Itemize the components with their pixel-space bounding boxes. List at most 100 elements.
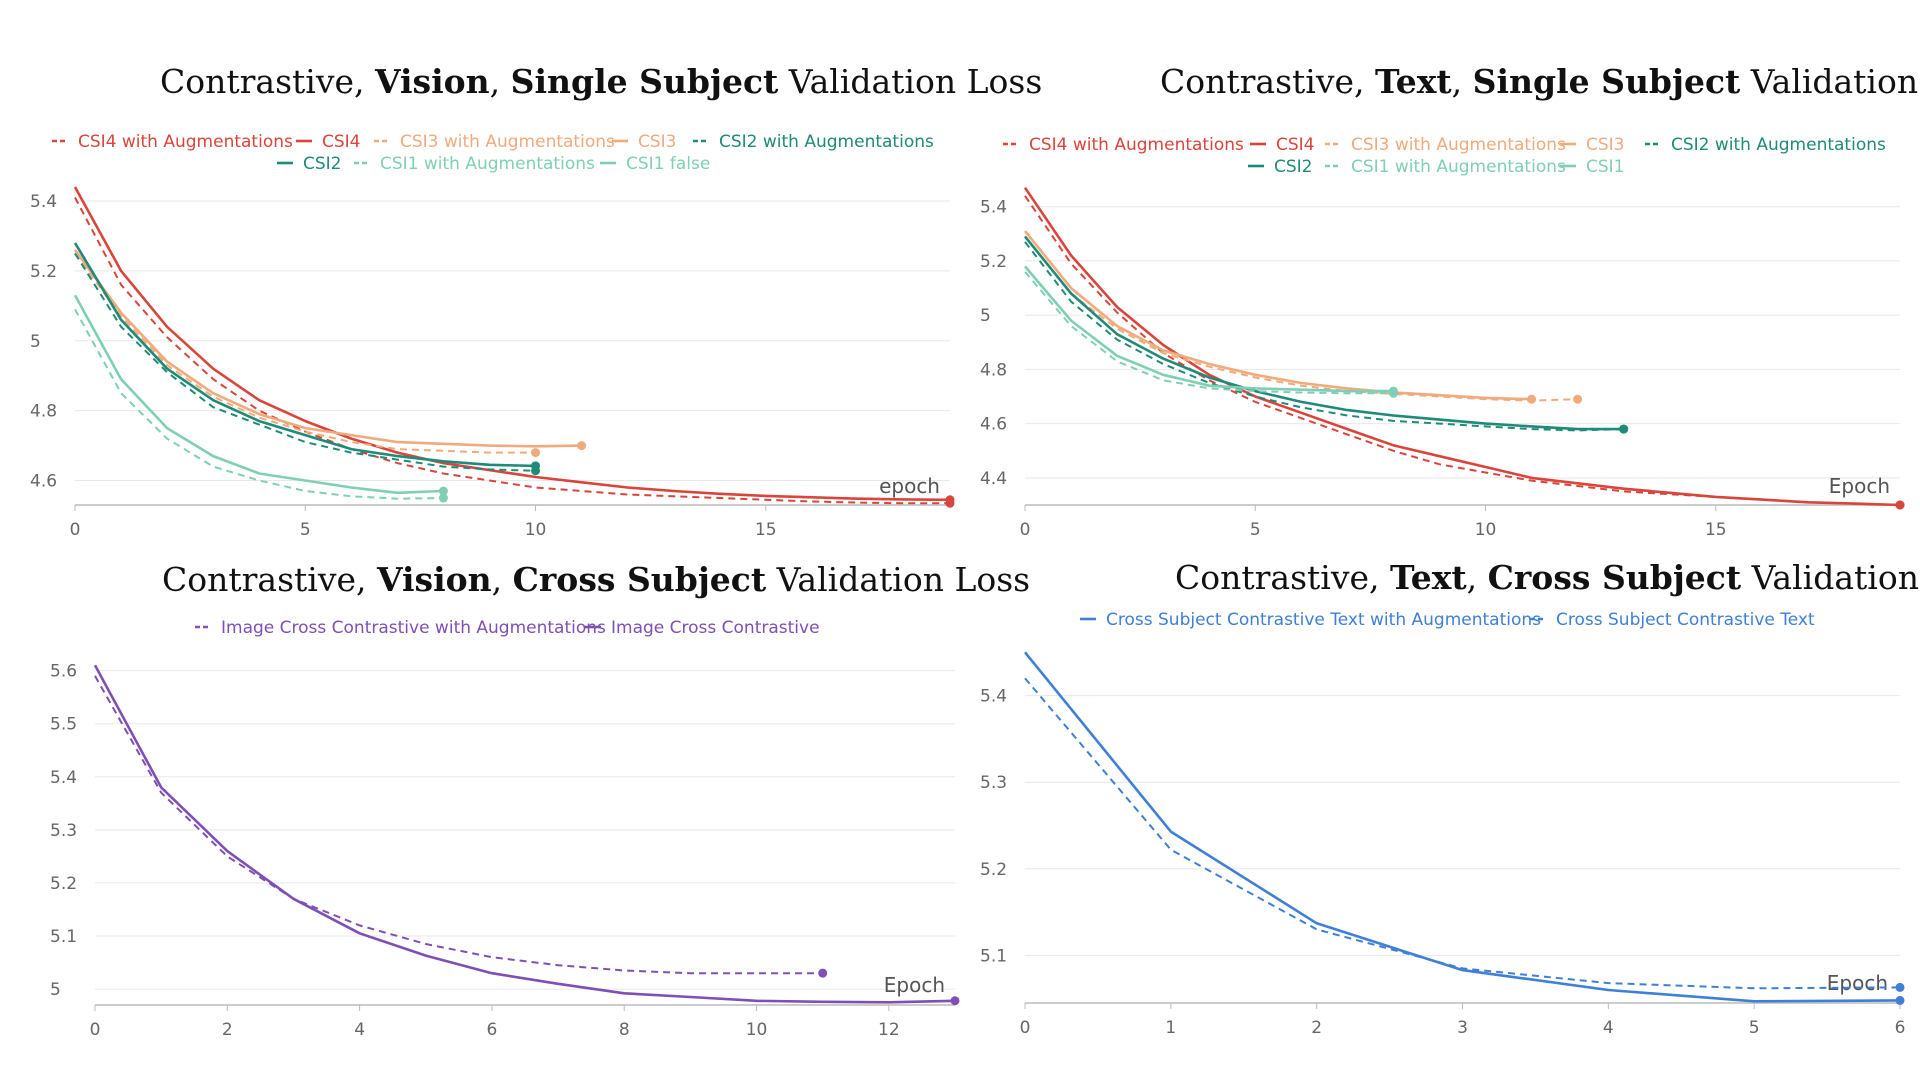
x-axis-label: epoch <box>879 474 940 498</box>
plot-3: 5.1 5.2 5.3 5.4 0 1 2 3 4 5 6 Epoch Cross Subject Co… <box>980 610 1905 1038</box>
x-tick-label: 6 <box>487 1020 498 1040</box>
y-tick-label: 5.2 <box>980 860 1007 880</box>
legend-label: CSI4 <box>322 132 361 152</box>
y-tick-label: 5.4 <box>980 687 1007 707</box>
y-tick-label: 5.2 <box>50 874 77 894</box>
series-end-point <box>531 448 541 458</box>
x-tick-label: 10 <box>1475 520 1497 540</box>
title-part: Validation Loss <box>778 62 1043 101</box>
series-line <box>1024 677 1901 990</box>
legend-label: CSI3 <box>638 132 677 152</box>
legend-label: Cross Subject Contrastive Text with Augm… <box>1106 610 1541 630</box>
legend-label: CSI4 with Augmentations <box>1029 135 1244 155</box>
x-tick-label: 6 <box>1895 1018 1906 1038</box>
series-end-point <box>945 495 955 505</box>
x-tick-label: 0 <box>1020 520 1031 540</box>
series-line <box>1024 271 1394 395</box>
x-tick-label: 15 <box>1705 520 1727 540</box>
x-axis-label: Epoch <box>1827 971 1888 995</box>
y-tick-label: 4.6 <box>980 415 1007 435</box>
title-part-bold: Cross Subject <box>512 560 767 599</box>
y-tick-label: 5.3 <box>50 821 77 841</box>
y-tick-label: 5.5 <box>50 715 77 735</box>
legend-label: Image Cross Contrastive <box>611 618 820 638</box>
series-line <box>1023 651 1901 1003</box>
series-end-point <box>1527 394 1537 404</box>
title-part: Validation Loss <box>1750 62 1920 101</box>
series-line <box>1024 241 1624 432</box>
series-end-point <box>1895 500 1905 510</box>
legend-label: Image Cross Contrastive with Augmentatio… <box>221 618 606 638</box>
legend-label: CSI2 with Augmentations <box>1671 135 1886 155</box>
title-part-bold: Vision <box>376 560 492 599</box>
legend-label: CSI1 <box>1586 157 1625 177</box>
plot-1: 4.4 4.6 4.8 5 5.2 5.4 0 5 10 15 Epoch CSI4 with Aug… <box>980 135 1905 540</box>
series-end-point <box>950 996 960 1006</box>
x-tick-label: 5 <box>1749 1018 1760 1038</box>
legend-label: CSI3 <box>1586 135 1625 155</box>
plot-0: 4.6 4.8 5 5.2 5.4 0 5 10 15 epoch CSI4 with Augmen… <box>30 132 955 540</box>
series-line <box>73 242 536 468</box>
title-part: Contrastive, <box>162 560 377 599</box>
chart-title: Contrastive, Vision, Single Subject Vali… <box>160 62 1042 101</box>
series-line <box>94 675 823 975</box>
series-end-point <box>531 461 541 471</box>
series-line <box>1023 235 1624 431</box>
legend-label: CSI2 <box>1274 157 1313 177</box>
series-end-point <box>1895 995 1905 1005</box>
x-tick-label: 1 <box>1165 1018 1176 1038</box>
y-tick-label: 5.6 <box>50 662 77 682</box>
y-tick-label: 5 <box>30 332 41 352</box>
title-part: , <box>491 560 513 599</box>
y-tick-label: 5.1 <box>980 946 1007 966</box>
y-tick-label: 4.8 <box>980 360 1007 380</box>
series-end-point <box>1388 386 1398 396</box>
title-part: Validation Loss <box>766 560 1031 599</box>
y-tick-label: 5.4 <box>30 192 57 212</box>
x-tick-label: 12 <box>878 1020 900 1040</box>
y-tick-label: 5.1 <box>50 927 77 947</box>
title-part: , <box>1451 62 1473 101</box>
legend-label: CSI4 with Augmentations <box>78 132 293 152</box>
plot-2: 5 5.1 5.2 5.3 5.4 5.5 5.6 0 2 4 6 8 10 12 Epoch Image C… <box>50 618 960 1040</box>
x-tick-label: 4 <box>1603 1018 1614 1038</box>
x-tick-label: 10 <box>525 520 547 540</box>
title-part-bold: Text <box>1389 558 1467 597</box>
title-part-bold: Vision <box>374 62 490 101</box>
title-part-bold: Single Subject <box>1472 62 1741 101</box>
y-tick-label: 5.3 <box>980 773 1007 793</box>
title-part-bold: Text <box>1374 62 1452 101</box>
title-part-bold: Cross Subject <box>1487 558 1742 597</box>
title-part: Contrastive, <box>1160 62 1375 101</box>
series-line <box>74 252 536 472</box>
chart-title: Contrastive, Text, Single Subject Valida… <box>1160 62 1920 101</box>
y-tick-label: 5 <box>980 306 991 326</box>
y-tick-label: 4.6 <box>30 472 57 492</box>
legend-label: CSI1 with Augmentations <box>380 154 595 174</box>
y-tick-label: 4.8 <box>30 402 57 422</box>
title-part-bold: Single Subject <box>510 62 779 101</box>
series-end-point <box>577 441 587 451</box>
series-end-point <box>438 493 448 503</box>
x-tick-label: 0 <box>70 520 81 540</box>
y-tick-label: 5.2 <box>980 252 1007 272</box>
y-tick-label: 5.4 <box>980 198 1007 218</box>
series-end-point <box>1573 394 1583 404</box>
y-tick-label: 5.2 <box>30 262 57 282</box>
series-line <box>74 308 444 500</box>
x-axis-label: Epoch <box>1829 474 1890 498</box>
series-line <box>74 197 950 505</box>
legend-label: CSI3 with Augmentations <box>1351 135 1566 155</box>
series-line <box>74 252 536 454</box>
y-tick-label: 5 <box>50 980 61 1000</box>
x-tick-label: 0 <box>90 1020 101 1040</box>
series-line <box>1023 186 1901 507</box>
x-tick-label: 2 <box>1311 1018 1322 1038</box>
legend-label: CSI2 with Augmentations <box>719 132 934 152</box>
x-tick-label: 10 <box>746 1020 768 1040</box>
x-tick-label: 5 <box>1250 520 1261 540</box>
x-tick-label: 4 <box>354 1020 365 1040</box>
title-part: , <box>1466 558 1488 597</box>
chart-title: Contrastive, Text, Cross Subject Validat… <box>1175 558 1920 597</box>
title-part: Contrastive, <box>1175 558 1390 597</box>
